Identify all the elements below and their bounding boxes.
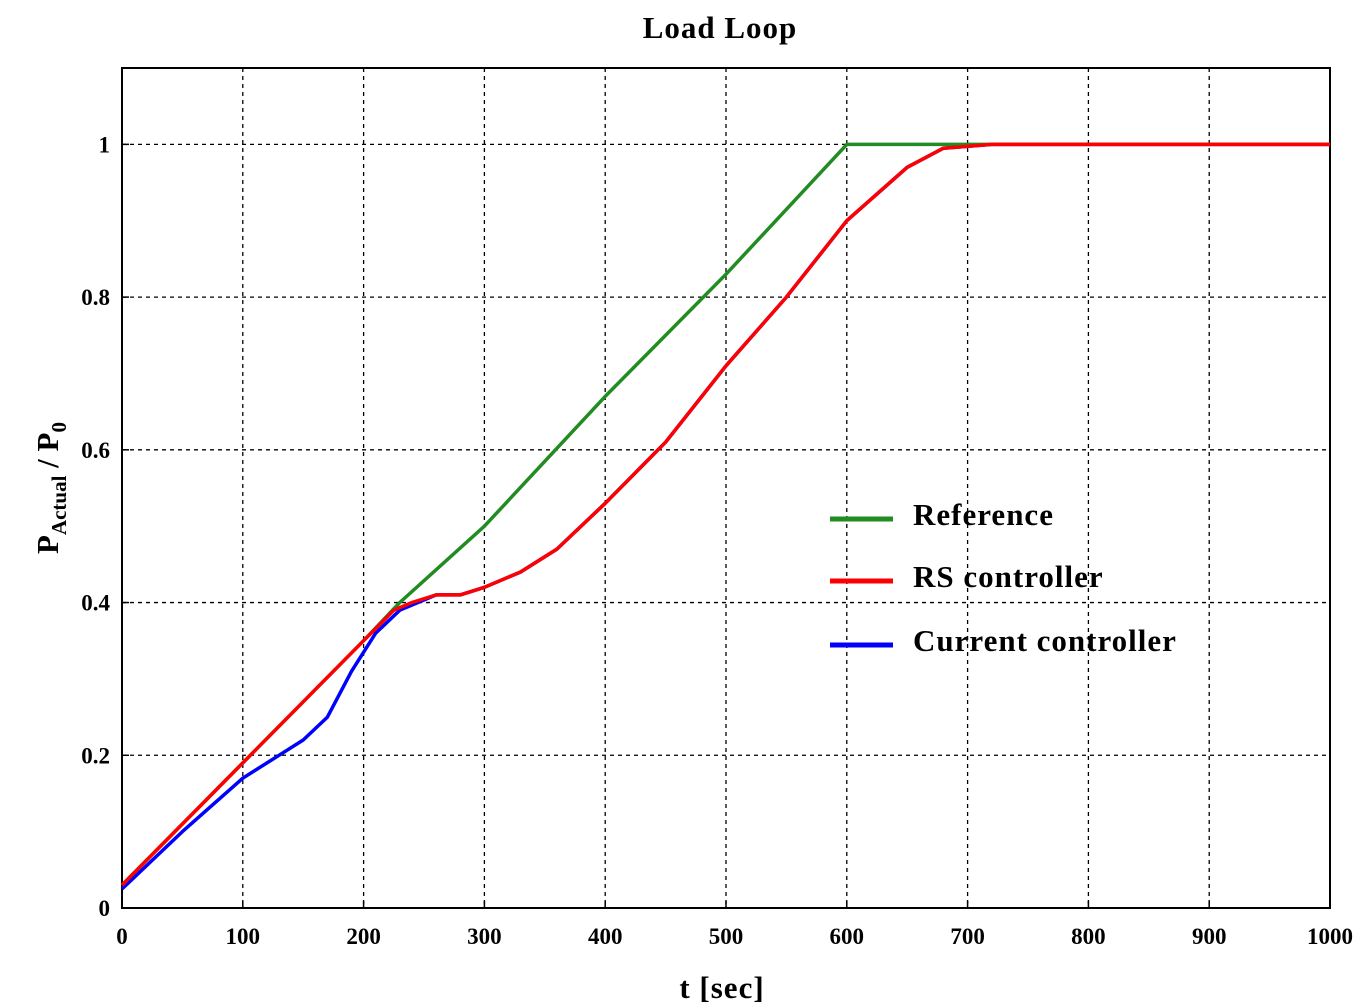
y-tick-label: 0.6 [81,438,110,463]
x-tick-label: 0 [116,924,128,949]
legend-label: Reference [913,497,1054,532]
y-label-p0: P [30,432,65,451]
y-tick-label: 0 [99,896,111,921]
series-line-rs-controller [120,142,1330,887]
y-label-sub-zero: 0 [47,422,71,433]
axis-ticks: 0 100 200 300 400 500 600 700 800 900 1000 0 0.2 0.4 0… [81,132,1353,949]
y-tick-label: 0.2 [81,743,110,768]
x-tick-label: 900 [1192,924,1227,949]
y-label-sub-actual: Actual [47,475,71,535]
x-tick-label: 1000 [1307,924,1353,949]
grid [122,68,1330,908]
series-group [120,142,1330,891]
x-tick-label: 600 [830,924,865,949]
x-tick-label: 100 [226,924,261,949]
y-label-separator: / [30,451,65,475]
x-tick-label: 700 [950,924,985,949]
svg-text:PActual / P0: PActual / P0 [30,422,71,554]
y-axis-label: PActual / P0 [30,422,71,554]
legend: Reference RS controller Current controller [830,497,1177,658]
x-tick-label: 400 [588,924,623,949]
x-tick-label: 800 [1071,924,1106,949]
legend-label: Current controller [913,623,1177,658]
y-tick-label: 0.4 [81,591,110,616]
x-tick-label: 500 [709,924,744,949]
x-tick-label: 200 [346,924,381,949]
x-tick-label: 300 [467,924,502,949]
y-tick-label: 1 [99,132,111,157]
y-tick-label: 0.8 [81,285,110,310]
chart-title: Load Loop [643,10,798,45]
legend-label: RS controller [913,559,1104,594]
y-label-p: P [30,535,65,554]
x-axis-label: t [sec] [679,970,764,1005]
